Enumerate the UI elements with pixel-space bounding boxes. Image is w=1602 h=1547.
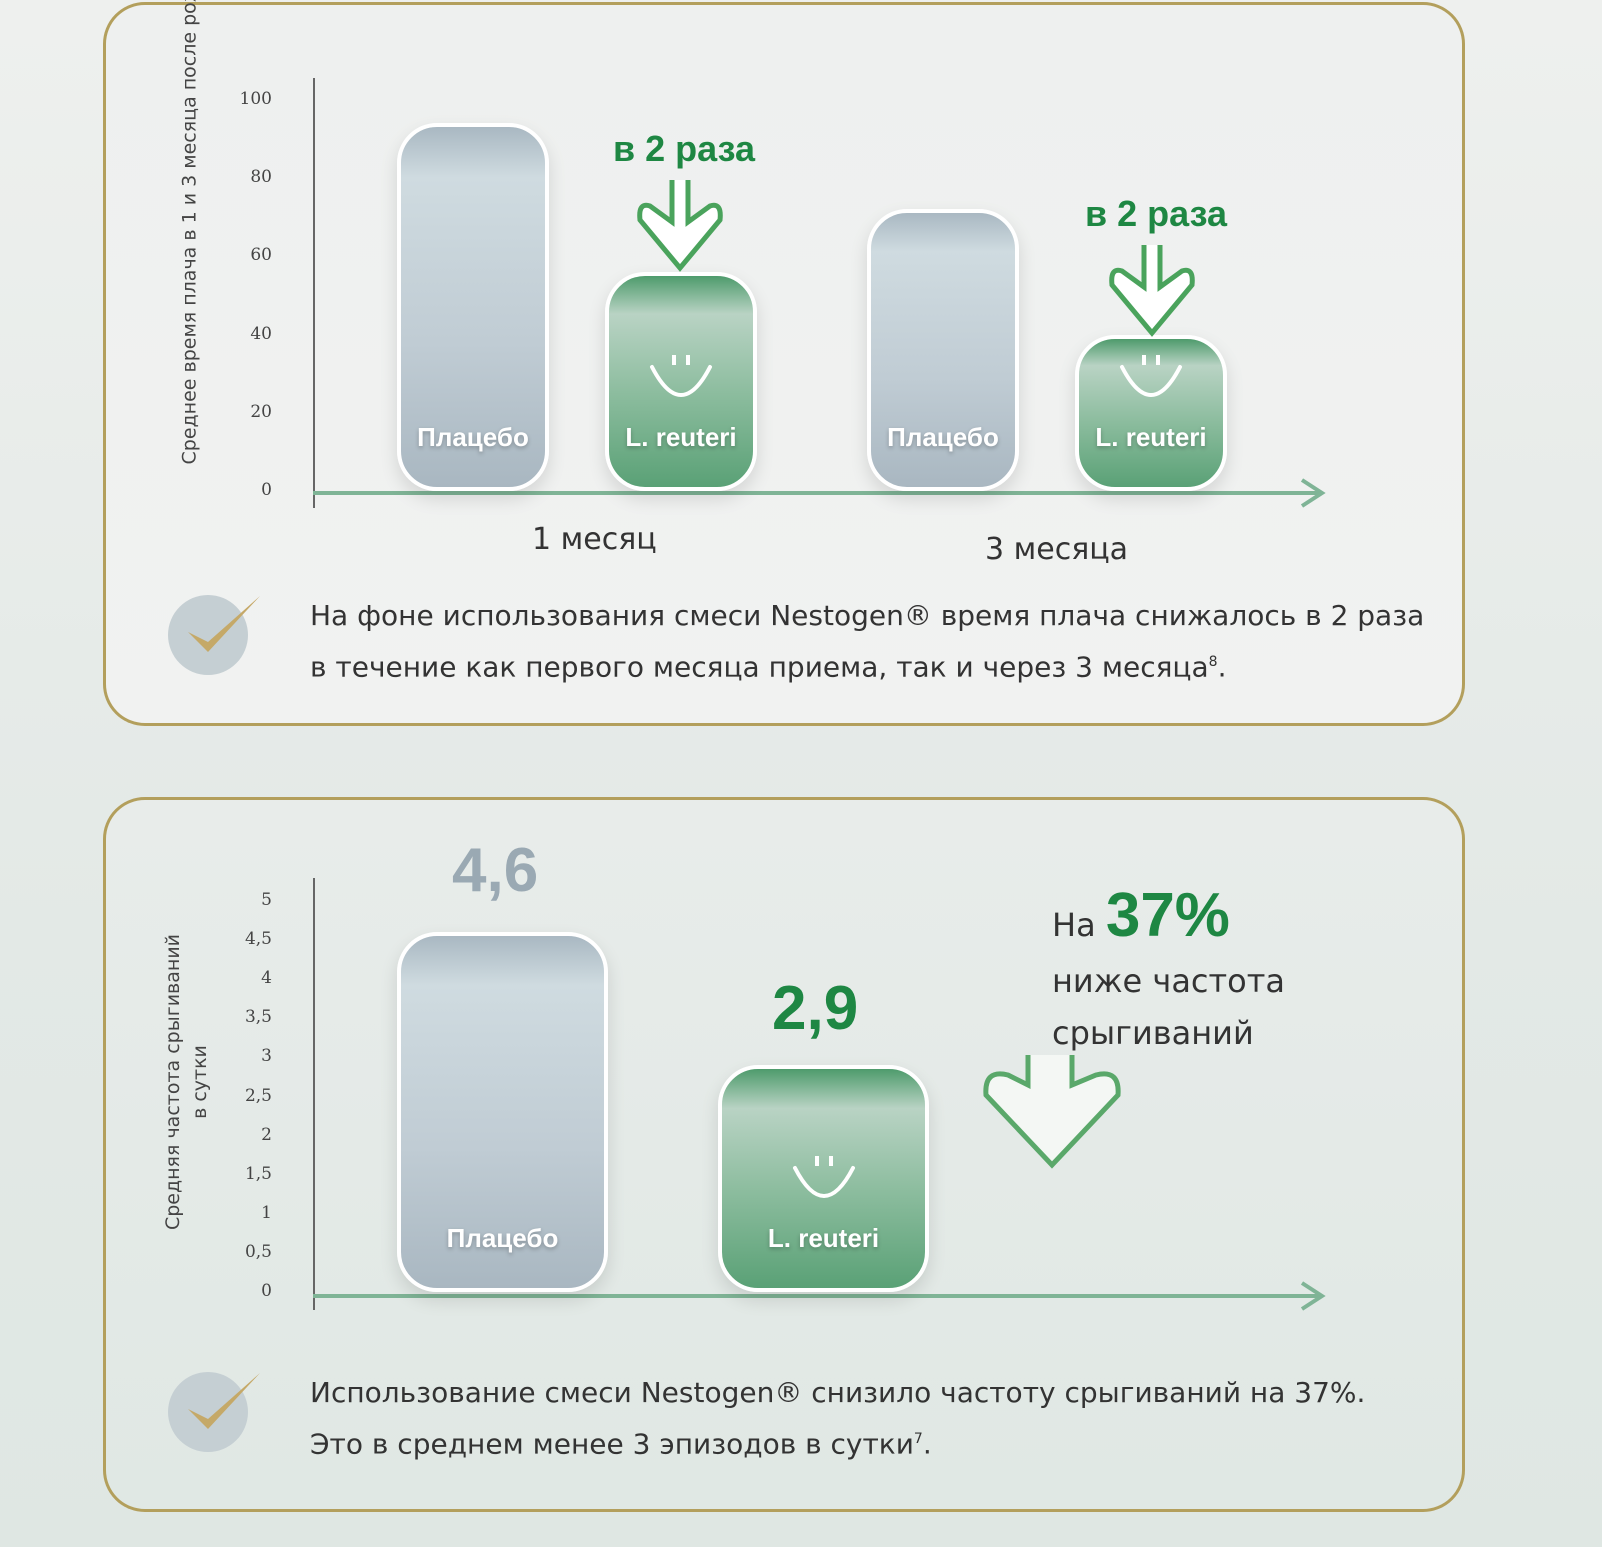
y-tick-label: 2,5 bbox=[244, 1085, 272, 1106]
y-tick-label: 0 bbox=[261, 1281, 272, 1301]
note-1: На фоне использования смеси Nestogen® вр… bbox=[310, 592, 1424, 690]
chart1-y-axis bbox=[313, 78, 315, 508]
y-tick-label: 4 bbox=[261, 968, 272, 989]
chart1-y-axis-label: Среднее время плача в 1 и 3 месяца после… bbox=[178, 0, 201, 465]
smiley-icon bbox=[646, 353, 716, 407]
down-arrow-icon bbox=[983, 1055, 1121, 1169]
bar-label: Плацебо bbox=[887, 421, 999, 452]
bar-label: L. reuteri bbox=[625, 421, 737, 452]
bar-label: L. reuteri bbox=[1095, 421, 1207, 452]
down-arrow-icon bbox=[1109, 245, 1195, 337]
y-tick-label: 3 bbox=[261, 1046, 272, 1067]
chart1-annotation: в 2 раза bbox=[613, 128, 756, 169]
bar-lreuteri: L. reuteri bbox=[1075, 334, 1227, 491]
y-tick-label: 5 bbox=[261, 890, 272, 910]
chart1-annotation: в 2 раза bbox=[1085, 193, 1228, 234]
chart1-category-label: 1 месяц bbox=[532, 522, 657, 557]
y-tick-label: 100 bbox=[239, 89, 272, 109]
bar-label: Плацебо bbox=[446, 1222, 559, 1253]
bar-placebo: Плацебо bbox=[397, 123, 549, 491]
annotation-line: ниже частота bbox=[1052, 962, 1285, 1000]
y-tick-label: 3,5 bbox=[244, 1007, 272, 1028]
y-tick-label: 1 bbox=[261, 1202, 272, 1223]
note-line: Использование смеси Nestogen® снизило ча… bbox=[310, 1376, 1366, 1409]
chart1-category-label: 3 месяца bbox=[985, 532, 1129, 567]
bar-lreuteri: L. reuteri bbox=[718, 1065, 929, 1292]
footnote-ref[interactable]: 8 bbox=[1208, 654, 1218, 670]
checkmark-icon bbox=[168, 1372, 260, 1452]
y-tick-label: 40 bbox=[250, 323, 272, 344]
y-tick-label: 0 bbox=[261, 480, 272, 500]
note-line: Это в среднем менее 3 эпизодов в сутки bbox=[310, 1427, 914, 1461]
chart2-y-axis bbox=[313, 878, 315, 1310]
note-end: . bbox=[922, 1427, 932, 1461]
chart2-x-axis-arrow bbox=[313, 1281, 1326, 1311]
chart1-x-axis-arrow bbox=[313, 478, 1326, 508]
note-2: Использование смеси Nestogen® снизило ча… bbox=[310, 1369, 1365, 1467]
bar-label: L. reuteri bbox=[767, 1222, 880, 1253]
footnote-ref[interactable]: 7 bbox=[913, 1431, 923, 1447]
annotation-line: срыгиваний bbox=[1052, 1014, 1254, 1052]
reduction-annotation: На 37% ниже частота срыгиваний bbox=[1052, 880, 1285, 1059]
bar-placebo: Плацебо bbox=[867, 209, 1019, 491]
data-label-lreuteri: 2,9 bbox=[772, 974, 859, 1043]
chart2-y-axis-label: Средняя частота срыгиваний в сутки bbox=[162, 933, 211, 1231]
bar-label: Плацебо bbox=[417, 421, 529, 452]
checkmark-icon bbox=[168, 595, 260, 675]
y-tick-label: 4,5 bbox=[244, 929, 272, 950]
annotation-prefix: На bbox=[1052, 906, 1096, 944]
bar-placebo: Плацебо bbox=[397, 932, 608, 1292]
y-tick-label: 60 bbox=[250, 245, 272, 266]
note-line: На фоне использования смеси Nestogen® вр… bbox=[310, 599, 1425, 632]
note-end: . bbox=[1217, 650, 1227, 684]
y-tick-label: 80 bbox=[250, 167, 272, 188]
y-tick-label: 2 bbox=[261, 1124, 272, 1145]
bar-lreuteri: L. reuteri bbox=[605, 272, 757, 491]
annotation-value: 37% bbox=[1105, 881, 1230, 950]
data-label-placebo: 4,6 bbox=[452, 836, 539, 905]
smiley-icon bbox=[1116, 353, 1186, 407]
y-tick-label: 1,5 bbox=[244, 1163, 272, 1184]
crying-time-panel bbox=[103, 2, 1465, 726]
down-arrow-icon bbox=[637, 180, 723, 272]
note-line: в течение как первого месяца приема, так… bbox=[310, 650, 1209, 684]
smiley-icon bbox=[789, 1154, 859, 1208]
y-tick-label: 20 bbox=[250, 401, 272, 422]
y-tick-label: 0,5 bbox=[244, 1241, 272, 1262]
